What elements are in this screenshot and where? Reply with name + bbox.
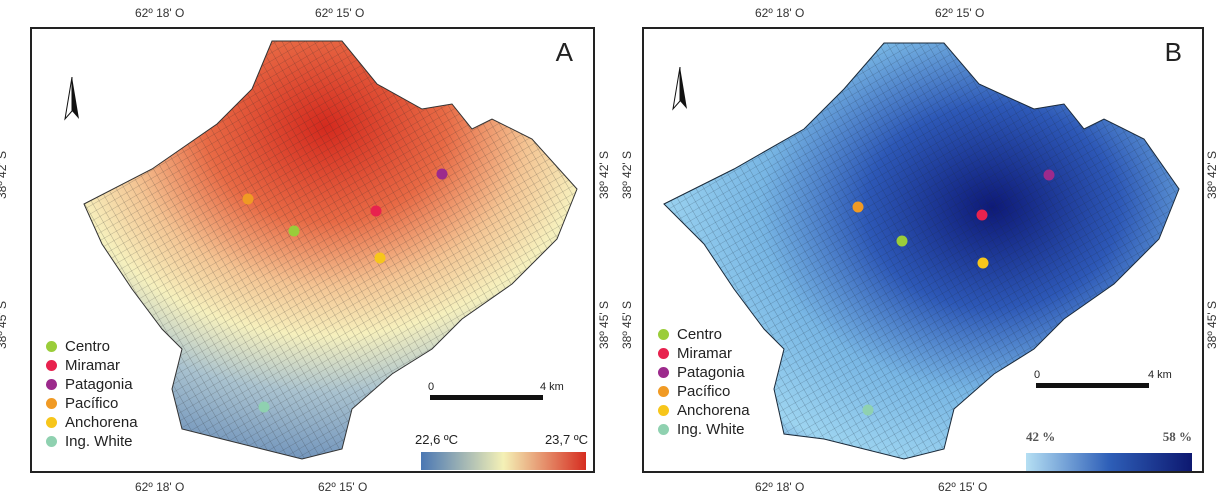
map-panel-b: B Centro Miramar Patagonia Pacífico Anch… bbox=[642, 27, 1204, 473]
legend-label: Miramar bbox=[677, 345, 732, 362]
legend-label: Ing. White bbox=[677, 421, 745, 438]
poi-patagonia bbox=[1043, 169, 1055, 181]
scale-bar-a: 0 4 km bbox=[428, 381, 570, 403]
legend-swatch bbox=[658, 386, 669, 397]
legend-item: Ing. White bbox=[46, 432, 138, 451]
legend-label: Miramar bbox=[65, 357, 120, 374]
scale-bar-line bbox=[430, 395, 543, 400]
city-map-humidity bbox=[663, 42, 1180, 460]
colorbar-min-label: 42 % bbox=[1026, 429, 1056, 444]
legend-label: Anchorena bbox=[677, 402, 750, 419]
legend-label: Centro bbox=[677, 326, 723, 343]
legend-b: Centro Miramar Patagonia Pacífico Anchor… bbox=[658, 325, 750, 439]
poi-pacifico bbox=[242, 193, 254, 205]
coord-lat-bottom-left-b: 38º 45' S bbox=[620, 300, 635, 350]
poi-ing-white bbox=[862, 404, 874, 416]
north-arrow-icon bbox=[672, 66, 688, 116]
scale-bar-line bbox=[1036, 383, 1149, 388]
legend-a: Centro Miramar Patagonia Pacífico Anchor… bbox=[46, 337, 138, 451]
coord-lat-bottom-left-a: 38º 45' S bbox=[0, 301, 10, 350]
scale-zero-label: 0 bbox=[428, 381, 435, 393]
poi-ing-white bbox=[258, 401, 270, 413]
legend-swatch bbox=[46, 417, 57, 428]
coord-lat-bottom-right-a: 38º 45' S bbox=[597, 300, 612, 350]
colorbar-a: 22,6 ºC 23,7 ºC bbox=[415, 432, 588, 470]
poi-pacifico bbox=[852, 201, 864, 213]
legend-label: Centro bbox=[65, 338, 111, 355]
legend-label: Patagonia bbox=[65, 376, 133, 393]
legend-swatch bbox=[46, 398, 57, 409]
city-map-temperature bbox=[83, 40, 578, 460]
legend-item: Centro bbox=[46, 337, 138, 356]
scale-zero-label: 0 bbox=[1034, 369, 1041, 381]
legend-item: Patagonia bbox=[46, 375, 138, 394]
legend-item: Centro bbox=[658, 325, 750, 344]
colorbar-gradient bbox=[421, 452, 586, 470]
coord-bottom-right-b: 62º 15' O bbox=[938, 480, 988, 494]
colorbar-max-label: 58 % bbox=[1162, 429, 1192, 444]
colorbar-b: 42 % 58 % bbox=[1026, 429, 1192, 471]
legend-item: Pacífico bbox=[46, 394, 138, 413]
legend-swatch bbox=[46, 341, 57, 352]
poi-patagonia bbox=[436, 168, 448, 180]
poi-miramar bbox=[976, 209, 988, 221]
legend-item: Ing. White bbox=[658, 420, 750, 439]
legend-item: Miramar bbox=[658, 344, 750, 363]
legend-label: Patagonia bbox=[677, 364, 745, 381]
legend-item: Miramar bbox=[46, 356, 138, 375]
coord-top-right-a: 62º 15' O bbox=[315, 6, 365, 20]
legend-item: Pacífico bbox=[658, 382, 750, 401]
coord-top-right-b: 62º 15' O bbox=[935, 6, 985, 20]
coord-lat-top-right-a: 38º 42' S bbox=[597, 150, 612, 200]
scale-bar-b: 0 4 km bbox=[1034, 369, 1181, 391]
legend-swatch bbox=[46, 360, 57, 371]
legend-label: Pacífico bbox=[65, 395, 119, 412]
legend-item: Patagonia bbox=[658, 363, 750, 382]
panel-letter-b: B bbox=[1164, 37, 1182, 67]
colorbar-min-label: 22,6 ºC bbox=[415, 432, 459, 447]
legend-swatch bbox=[658, 367, 669, 378]
coord-bottom-right-a: 62º 15' O bbox=[318, 480, 368, 494]
coord-top-left-a: 62º 18' O bbox=[135, 6, 185, 20]
north-arrow-icon bbox=[64, 76, 80, 126]
legend-swatch bbox=[46, 436, 57, 447]
poi-centro bbox=[288, 225, 300, 237]
coord-bottom-left-a: 62º 18' O bbox=[135, 480, 185, 494]
colorbar-max-label: 23,7 ºC bbox=[544, 432, 588, 447]
legend-swatch bbox=[46, 379, 57, 390]
coord-bottom-left-b: 62º 18' O bbox=[755, 480, 805, 494]
map-panel-a: A Centro Miramar Patagonia Pacífico Anch… bbox=[30, 27, 595, 473]
legend-item: Anchorena bbox=[658, 401, 750, 420]
coord-lat-bottom-right-b: 38º 45' S bbox=[1205, 300, 1220, 350]
legend-swatch bbox=[658, 329, 669, 340]
legend-label: Ing. White bbox=[65, 433, 133, 450]
colorbar-gradient bbox=[1026, 453, 1192, 471]
coord-lat-top-right-b: 38º 42' S bbox=[1205, 150, 1220, 200]
poi-anchorena bbox=[977, 257, 989, 269]
coord-lat-top-left-b: 38º 42' S bbox=[620, 150, 635, 200]
coord-lat-top-left-a: 38º 42' S bbox=[0, 151, 10, 200]
legend-item: Anchorena bbox=[46, 413, 138, 432]
scale-end-label: 4 km bbox=[1148, 369, 1172, 381]
coord-top-left-b: 62º 18' O bbox=[755, 6, 805, 20]
legend-swatch bbox=[658, 405, 669, 416]
legend-label: Pacífico bbox=[677, 383, 731, 400]
legend-swatch bbox=[658, 424, 669, 435]
panel-letter-a: A bbox=[555, 37, 573, 67]
poi-miramar bbox=[370, 205, 382, 217]
scale-end-label: 4 km bbox=[540, 381, 564, 393]
legend-label: Anchorena bbox=[65, 414, 138, 431]
poi-anchorena bbox=[374, 252, 386, 264]
legend-swatch bbox=[658, 348, 669, 359]
poi-centro bbox=[896, 235, 908, 247]
